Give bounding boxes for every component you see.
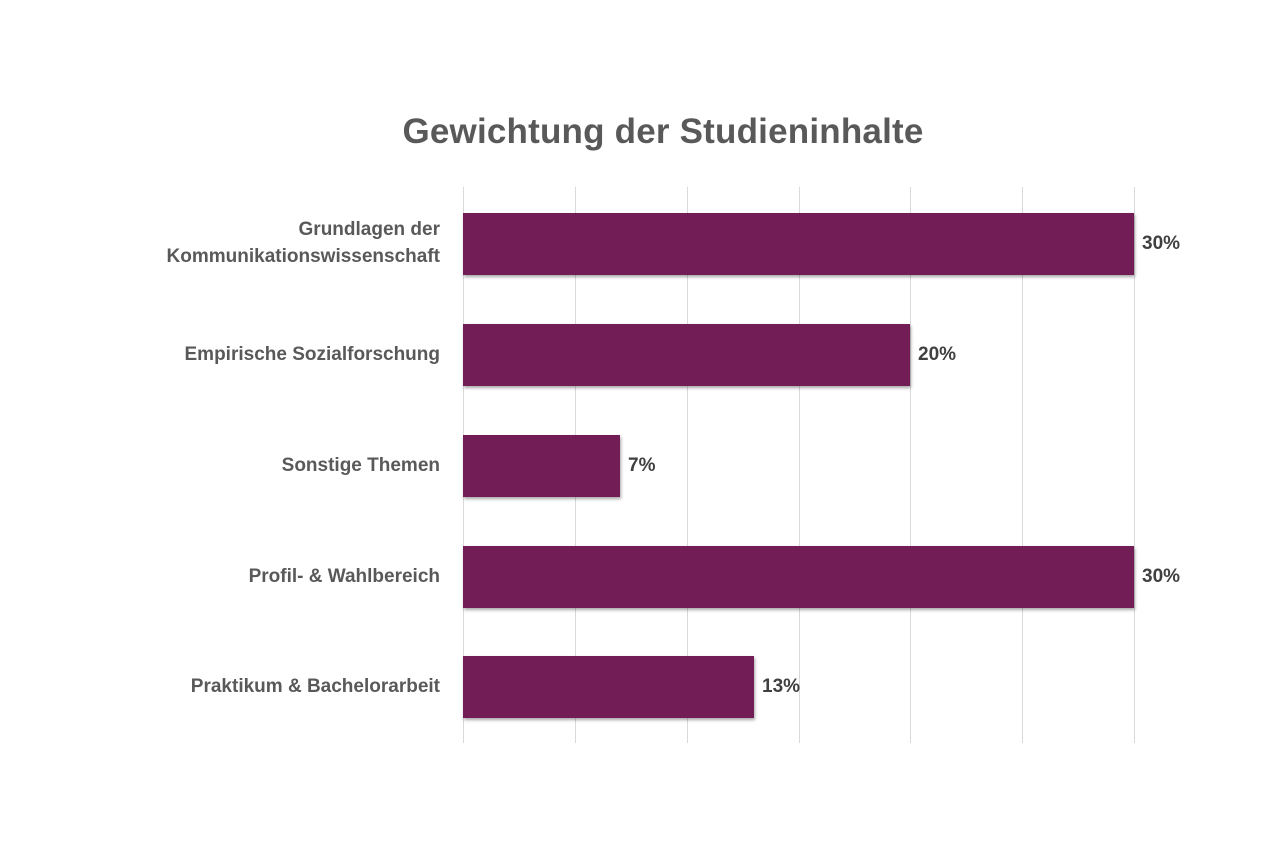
category-label-line: Praktikum & Bachelorarbeit [190,675,440,697]
category-label-line: Kommunikationswissenschaft [166,246,440,267]
data-label: 20% [918,344,957,365]
chart-title: Gewichtung der Studieninhalte [402,112,924,151]
plot-area: 30% 20% 7% 30% 13% [463,187,1180,743]
gridline [910,187,911,743]
gridline [1134,187,1135,743]
bar [463,435,620,497]
bar [463,324,910,386]
category-label-line: Sonstige Themen [281,454,440,476]
data-label: 30% [1142,233,1181,254]
category-label: Empirische Sozialforschung [80,341,441,368]
category-label-line: Empirische Sozialforschung [184,343,441,365]
category-label: Profil- & Wahlbereich [80,563,440,590]
gridline [1022,187,1023,743]
category-label-line: Grundlagen der [298,219,440,240]
category-label: Sonstige Themen [80,452,440,479]
data-label: 7% [628,455,656,476]
category-label-line: Profil- & Wahlbereich [248,565,440,587]
gridline [799,187,800,743]
category-label: Grundlagen der Kommunikationswissenschaft [80,216,440,270]
gridline [687,187,688,743]
data-label: 30% [1142,566,1181,587]
bar [463,656,754,718]
bar [463,546,1134,608]
bar [463,213,1134,275]
data-label: 13% [762,676,801,697]
category-label: Praktikum & Bachelorarbeit [80,673,440,700]
